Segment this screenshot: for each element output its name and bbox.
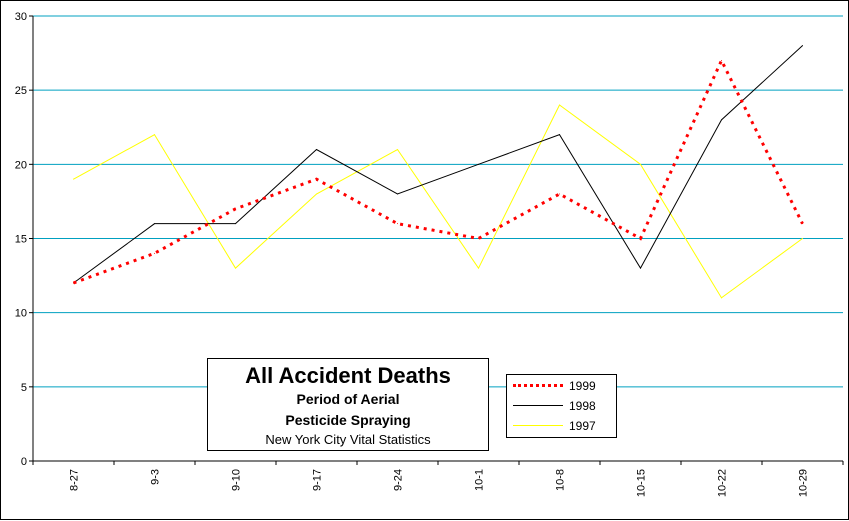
point-1999-10-8 <box>559 193 560 195</box>
x-tick-label-9-17: 9-17 <box>312 469 324 491</box>
chart-source: New York City Vital Statistics <box>265 432 431 447</box>
series-line-1999 <box>72 57 804 285</box>
point-1999-10-22 <box>721 60 722 61</box>
series-line-1998 <box>73 45 803 284</box>
legend-item-1999: 1999 <box>507 379 616 393</box>
point-1997-10-8 <box>559 104 560 106</box>
point-1999-10-29 <box>802 223 803 225</box>
legend-label-1998: 1998 <box>569 399 596 413</box>
axes <box>29 15 844 465</box>
y-tick-label-25: 25 <box>15 85 27 97</box>
point-1999-9-3 <box>154 252 155 254</box>
point-1998-10-15 <box>640 267 641 269</box>
x-tick-label-9-10: 9-10 <box>231 469 243 491</box>
x-tick-label-9-3: 9-3 <box>150 469 162 485</box>
point-1997-10-15 <box>640 163 641 165</box>
point-1997-9-17 <box>316 193 317 195</box>
x-tick-label-8-27: 8-27 <box>69 469 81 491</box>
point-1998-9-10 <box>235 223 236 225</box>
y-tick-label-5: 5 <box>21 382 27 394</box>
chart-title: All Accident Deaths <box>245 363 451 388</box>
legend-label-1997: 1997 <box>569 419 596 433</box>
point-1998-10-8 <box>559 134 560 136</box>
legend-swatch-1999 <box>513 384 563 387</box>
point-1998-9-17 <box>316 149 317 150</box>
legend-item-1998: 1998 <box>507 399 616 413</box>
legend-swatch-1998 <box>513 405 563 406</box>
x-tick-label-10-8: 10-8 <box>555 469 567 491</box>
point-1997-10-1 <box>478 267 479 269</box>
chart-title-box: All Accident Deaths Period of Aerial Pes… <box>207 358 489 451</box>
legend-label-1999: 1999 <box>569 379 596 393</box>
point-1998-10-29 <box>802 45 803 47</box>
point-1997-9-24 <box>397 149 398 150</box>
x-tick-label-10-15: 10-15 <box>636 469 648 497</box>
legend-swatch-1997 <box>513 425 563 426</box>
point-1998-9-24 <box>397 193 398 195</box>
legend-item-1997: 1997 <box>507 419 616 433</box>
point-1999-9-17 <box>316 178 317 180</box>
legend: 1999 1998 1997 <box>506 374 617 438</box>
point-1999-9-10 <box>235 208 236 210</box>
y-tick-label-15: 15 <box>15 234 27 246</box>
point-1999-9-24 <box>397 223 398 225</box>
point-1997-10-22 <box>721 297 722 299</box>
y-tick-label-30: 30 <box>15 11 27 23</box>
x-tick-label-10-22: 10-22 <box>717 469 729 497</box>
series-lines <box>72 45 804 299</box>
y-axis-tick-labels: 0 5 10 15 20 25 30 <box>15 11 27 468</box>
point-1997-9-10 <box>235 267 236 269</box>
series-line-1997 <box>73 104 803 299</box>
point-1998-9-3 <box>154 223 155 225</box>
point-1997-9-3 <box>154 134 155 136</box>
gridlines <box>33 15 843 388</box>
x-tick-label-10-29: 10-29 <box>798 469 810 497</box>
point-1999-10-15 <box>640 238 641 239</box>
point-1999-10-1 <box>478 238 479 239</box>
point-1999-8-27 <box>73 282 74 284</box>
x-tick-label-9-24: 9-24 <box>393 469 405 491</box>
x-axis-tick-labels: 8-27 9-3 9-10 9-17 9-24 10-1 10-8 10-15 10-22 10-… <box>69 469 810 497</box>
point-1997-8-27 <box>73 178 74 180</box>
point-1997-10-29 <box>802 238 803 239</box>
y-tick-label-20: 20 <box>15 159 27 171</box>
point-1998-10-1 <box>478 163 479 165</box>
chart-subtitle-line-2: Pesticide Spraying <box>285 412 411 428</box>
y-tick-label-0: 0 <box>21 456 27 468</box>
y-tick-label-10: 10 <box>15 308 27 320</box>
x-tick-label-10-1: 10-1 <box>474 469 486 491</box>
chart-subtitle-line-1: Period of Aerial <box>296 391 400 407</box>
point-1998-10-22 <box>721 119 722 121</box>
